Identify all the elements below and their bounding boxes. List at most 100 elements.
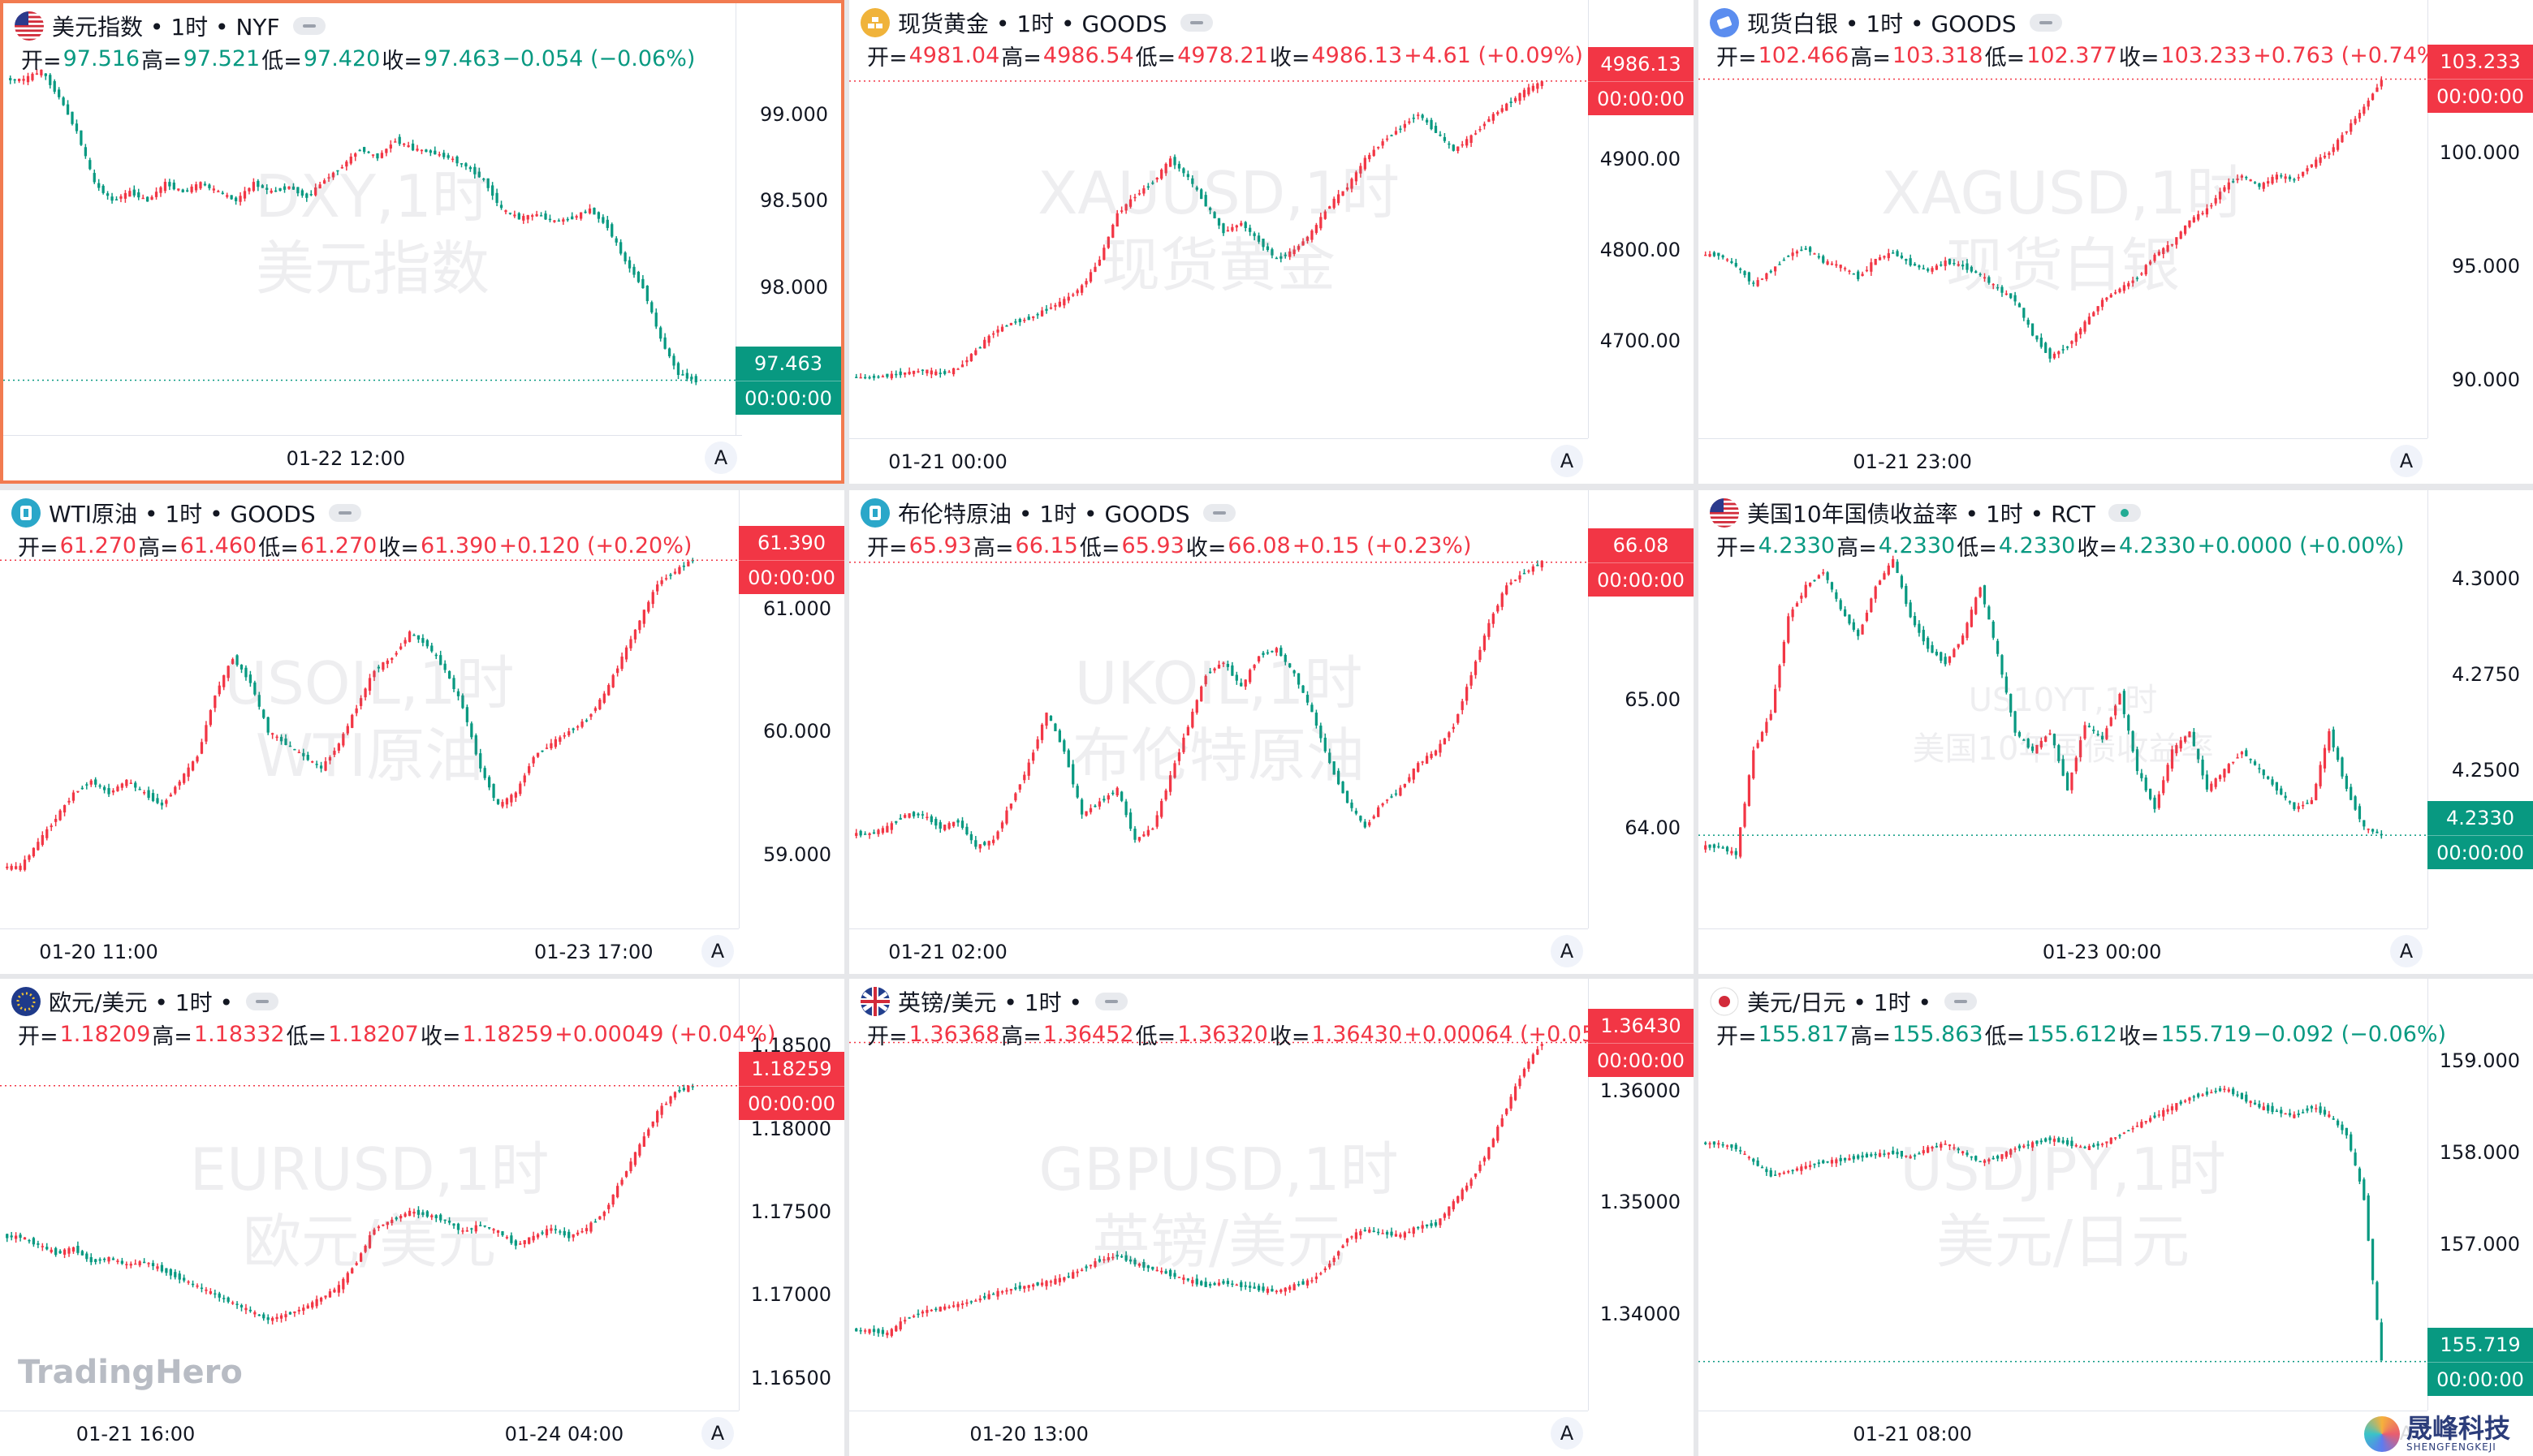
price-axis[interactable]: 1.18500 1.18000 1.17500 1.17000 1.16500: [739, 979, 844, 1411]
collapse-toggle[interactable]: [1180, 14, 1213, 32]
chart-panel-us10y[interactable]: US10YT,1时 美国10年国债收益率 美国10年国债收益率 • 1时 • R…: [1698, 490, 2533, 974]
symbol-title[interactable]: 布伦特原油 • 1时 • GOODS: [898, 501, 1190, 528]
time-axis[interactable]: 01-21 08:00: [1698, 1411, 2427, 1456]
chart-panel-usdjpy[interactable]: USDJPY,1时 美元/日元 美元/日元 • 1时 • 开= 155.817 高…: [1698, 979, 2533, 1456]
symbol-header[interactable]: 美国10年国债收益率 • 1时 • RCT: [1710, 495, 2141, 531]
symbol-header[interactable]: 英镑/美元 • 1时 •: [861, 984, 1128, 1019]
symbol-title[interactable]: 美国10年国债收益率 • 1时 • RCT: [1747, 501, 2095, 528]
time-axis[interactable]: 01-21 00:00: [849, 438, 1588, 484]
price-plot[interactable]: [3, 3, 742, 442]
candle-body: [447, 1221, 451, 1223]
time-axis[interactable]: 01-21 23:00: [1698, 438, 2427, 484]
candle-body: [1279, 648, 1283, 657]
collapse-toggle[interactable]: [328, 504, 361, 522]
candle-body: [111, 1258, 115, 1260]
candle-body: [1036, 1282, 1039, 1286]
collapse-toggle[interactable]: [292, 17, 326, 35]
candle-body: [1080, 1269, 1084, 1271]
chart-panel-dxy[interactable]: DXY,1时 美元指数 美元指数 • 1时 • NYF 开= 97.516 高= 9…: [0, 0, 844, 484]
symbol-title[interactable]: 现货白银 • 1时 • GOODS: [1747, 11, 2017, 37]
candle-body: [904, 815, 907, 818]
chart-panel-gbpusd[interactable]: GBPUSD,1时 英镑/美元 英镑/美元 • 1时 • 开= 1.36368 高…: [849, 979, 1694, 1456]
auto-scale-button[interactable]: A: [1551, 935, 1583, 967]
auto-scale-button[interactable]: A: [2390, 445, 2423, 477]
price-plot[interactable]: [1698, 490, 2427, 928]
price-plot[interactable]: [1698, 979, 2427, 1411]
candle-body: [66, 104, 70, 115]
collapse-toggle[interactable]: [1094, 993, 1128, 1010]
price-plot[interactable]: [849, 490, 1588, 928]
symbol-title[interactable]: 美元指数 • 1时 • NYF: [52, 14, 280, 41]
price-plot[interactable]: [0, 490, 739, 928]
candle-body: [1377, 1231, 1380, 1234]
price-plot[interactable]: [849, 0, 1588, 438]
collapse-toggle[interactable]: [1944, 993, 1977, 1010]
symbol-title[interactable]: 英镑/美元 • 1时 •: [898, 989, 1082, 1016]
auto-scale-button[interactable]: A: [705, 442, 737, 474]
candle-body: [553, 220, 556, 222]
time-axis[interactable]: 01-23 00:00: [1698, 928, 2427, 974]
candle-body: [114, 199, 119, 200]
chart-panel-eurusd[interactable]: EURUSD,1时 欧元/美元 欧元/美元 • 1时 • 开= 1.18209 高…: [0, 979, 844, 1456]
symbol-header[interactable]: 布伦特原油 • 1时 • GOODS: [861, 495, 1236, 531]
time-axis[interactable]: 01-21 02:00: [849, 928, 1588, 974]
candle-body: [2153, 254, 2156, 261]
candle-body: [1372, 816, 1375, 819]
candle-body: [71, 792, 76, 801]
candle-body: [1111, 224, 1115, 238]
auto-scale-button[interactable]: A: [701, 1417, 734, 1450]
chart-panel-xag[interactable]: XAGUSD,1时 现货白银 现货白银 • 1时 • GOODS 开= 102.4…: [1698, 0, 2533, 484]
symbol-title[interactable]: WTI原油 • 1时 • GOODS: [49, 501, 316, 528]
chart-panel-xau[interactable]: XAUUSD,1时 现货黄金 现货黄金 • 1时 • GOODS 开= 4981.…: [849, 0, 1694, 484]
candle-body: [391, 657, 394, 661]
candle-body: [1107, 795, 1110, 800]
candle-body: [1054, 1278, 1057, 1285]
price-plot[interactable]: [849, 979, 1588, 1411]
symbol-header[interactable]: 欧元/美元 • 1时 •: [11, 984, 278, 1019]
auto-scale-button[interactable]: A: [1551, 445, 1583, 477]
price-plot[interactable]: [1698, 0, 2427, 438]
symbol-header[interactable]: 美元/日元 • 1时 •: [1710, 984, 1977, 1019]
collapse-toggle[interactable]: [1202, 504, 1236, 522]
price-plot[interactable]: [0, 979, 739, 1411]
candle-body: [1094, 805, 1097, 808]
candle-body: [890, 373, 893, 379]
candle-body: [191, 1283, 195, 1286]
auto-scale-button[interactable]: A: [1551, 1417, 1583, 1450]
time-axis[interactable]: 01-20 13:00: [849, 1411, 1588, 1456]
chart-panel-brent[interactable]: UKOIL,1时 布伦特原油 布伦特原油 • 1时 • GOODS 开= 65.9…: [849, 490, 1694, 974]
high-value: 97.521: [183, 45, 261, 71]
candle-body: [1795, 251, 1799, 254]
symbol-title[interactable]: 现货黄金 • 1时 • GOODS: [898, 11, 1167, 37]
candle-body: [2131, 1127, 2134, 1130]
candle-body: [1177, 1277, 1181, 1278]
time-axis[interactable]: 01-20 11:00 01-23 17:00: [0, 928, 739, 974]
candle-body: [1094, 266, 1097, 272]
candle-body: [2162, 248, 2165, 254]
time-axis[interactable]: 01-22 12:00: [3, 435, 742, 480]
collapse-toggle[interactable]: [2029, 14, 2062, 32]
candle-body: [2052, 1139, 2056, 1142]
candle-body: [1350, 802, 1353, 808]
candle-body: [1058, 730, 1061, 743]
symbol-title[interactable]: 美元/日元 • 1时 •: [1747, 989, 1931, 1016]
candle-body: [2153, 1115, 2156, 1118]
candle-body: [1301, 1281, 1305, 1285]
symbol-header[interactable]: WTI原油 • 1时 • GOODS: [11, 495, 361, 531]
collapse-toggle[interactable]: [245, 993, 278, 1010]
auto-scale-button[interactable]: A: [2390, 935, 2423, 967]
symbol-header[interactable]: 现货黄金 • 1时 • GOODS: [861, 5, 1213, 41]
auto-scale-button[interactable]: A: [701, 935, 734, 967]
candle-body: [1730, 1144, 1733, 1148]
watermark-symbol: DXY,1时: [255, 162, 490, 230]
symbol-header[interactable]: 美元指数 • 1时 • NYF: [15, 8, 326, 44]
time-axis[interactable]: 01-21 16:00 01-24 04:00: [0, 1411, 739, 1456]
symbol-header[interactable]: 现货白银 • 1时 • GOODS: [1710, 5, 2062, 41]
candle-body: [80, 787, 84, 790]
candle-body: [2166, 1109, 2169, 1112]
chart-panel-wti[interactable]: USOIL,1时 WTI原油 WTI原油 • 1时 • GOODS 开= 61.2…: [0, 490, 844, 974]
symbol-title[interactable]: 欧元/美元 • 1时 •: [49, 989, 233, 1016]
price-tick-label: 65.00: [1625, 688, 1681, 712]
collapse-toggle[interactable]: [2108, 504, 2141, 522]
candle-body: [1160, 169, 1163, 179]
